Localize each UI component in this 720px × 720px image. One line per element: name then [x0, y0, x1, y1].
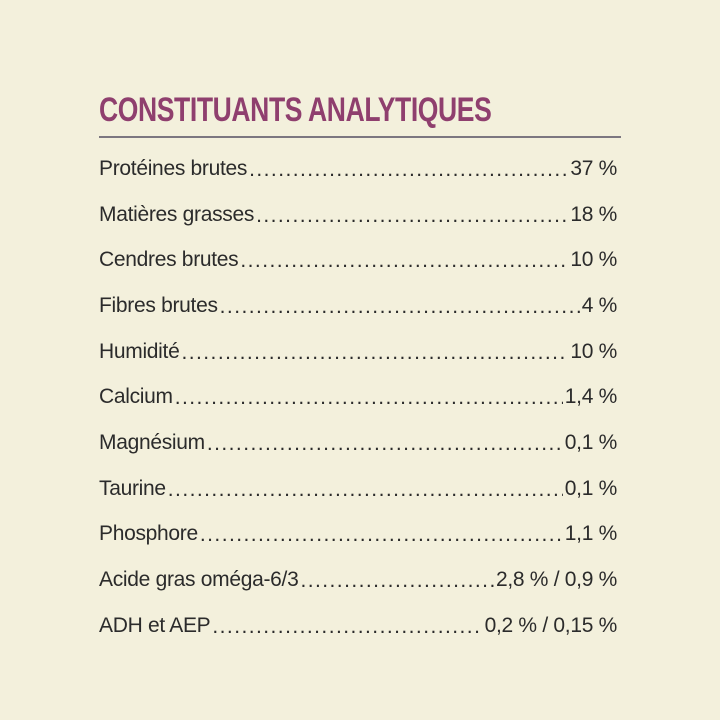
item-value: 10 %	[568, 339, 617, 364]
item-label: Magnésium	[99, 430, 207, 455]
dot-leader	[220, 295, 580, 317]
list-item-fibres-brutes: Fibres brutes 4 %	[99, 283, 617, 329]
dot-leader	[256, 204, 568, 226]
list-item-proteines-brutes: Protéines brutes 37 %	[99, 146, 617, 192]
dot-leader	[212, 615, 482, 637]
item-value: 4 %	[579, 293, 617, 318]
item-value: 10 %	[568, 248, 617, 273]
list-item-adh-aep: ADH et AEP 0,2 % / 0,15 %	[99, 603, 617, 649]
item-label: Protéines brutes	[99, 156, 250, 181]
item-label: Acide gras oméga-6/3	[99, 568, 301, 593]
list-item-phosphore: Phosphore 1,1 %	[99, 512, 617, 558]
item-label: Phosphore	[99, 522, 200, 547]
dot-leader	[207, 432, 563, 454]
dot-leader	[200, 523, 563, 545]
item-label: Fibres brutes	[99, 293, 220, 318]
item-value: 0,2 % / 0,15 %	[482, 613, 617, 638]
dot-leader	[175, 386, 563, 408]
item-value: 1,4 %	[562, 385, 617, 410]
title-divider	[99, 136, 621, 138]
item-label: Taurine	[99, 476, 168, 501]
dot-leader	[168, 478, 563, 500]
dot-leader	[240, 249, 568, 271]
item-value: 0,1 %	[562, 430, 617, 455]
item-value: 1,1 %	[562, 522, 617, 547]
item-label: Cendres brutes	[99, 248, 241, 273]
item-label: Matières grasses	[99, 202, 257, 227]
dot-leader	[249, 158, 568, 180]
list-item-calcium: Calcium 1,4 %	[99, 374, 617, 420]
list-item-magnesium: Magnésium 0,1 %	[99, 420, 617, 466]
analytical-constituents-panel: CONSTITUANTS ANALYTIQUES Protéines brute…	[99, 90, 621, 649]
item-label: Calcium	[99, 385, 175, 410]
list-item-taurine: Taurine 0,1 %	[99, 466, 617, 512]
item-value: 0,1 %	[562, 476, 617, 501]
item-label: Humidité	[99, 339, 182, 364]
item-value: 18 %	[568, 202, 617, 227]
list-item-acide-gras-omega: Acide gras oméga-6/3 2,8 % / 0,9 %	[99, 557, 617, 603]
list-item-humidite: Humidité 10 %	[99, 329, 617, 375]
item-value: 37 %	[568, 156, 617, 181]
list-item-cendres-brutes: Cendres brutes 10 %	[99, 237, 617, 283]
dot-leader	[300, 569, 494, 591]
list-item-matieres-grasses: Matières grasses 18 %	[99, 192, 617, 238]
dot-leader	[181, 341, 568, 363]
constituents-list: Protéines brutes 37 % Matières grasses 1…	[99, 146, 621, 649]
item-label: ADH et AEP	[99, 613, 213, 638]
section-title: CONSTITUANTS ANALYTIQUES	[99, 91, 492, 129]
item-value: 2,8 % / 0,9 %	[493, 568, 617, 593]
